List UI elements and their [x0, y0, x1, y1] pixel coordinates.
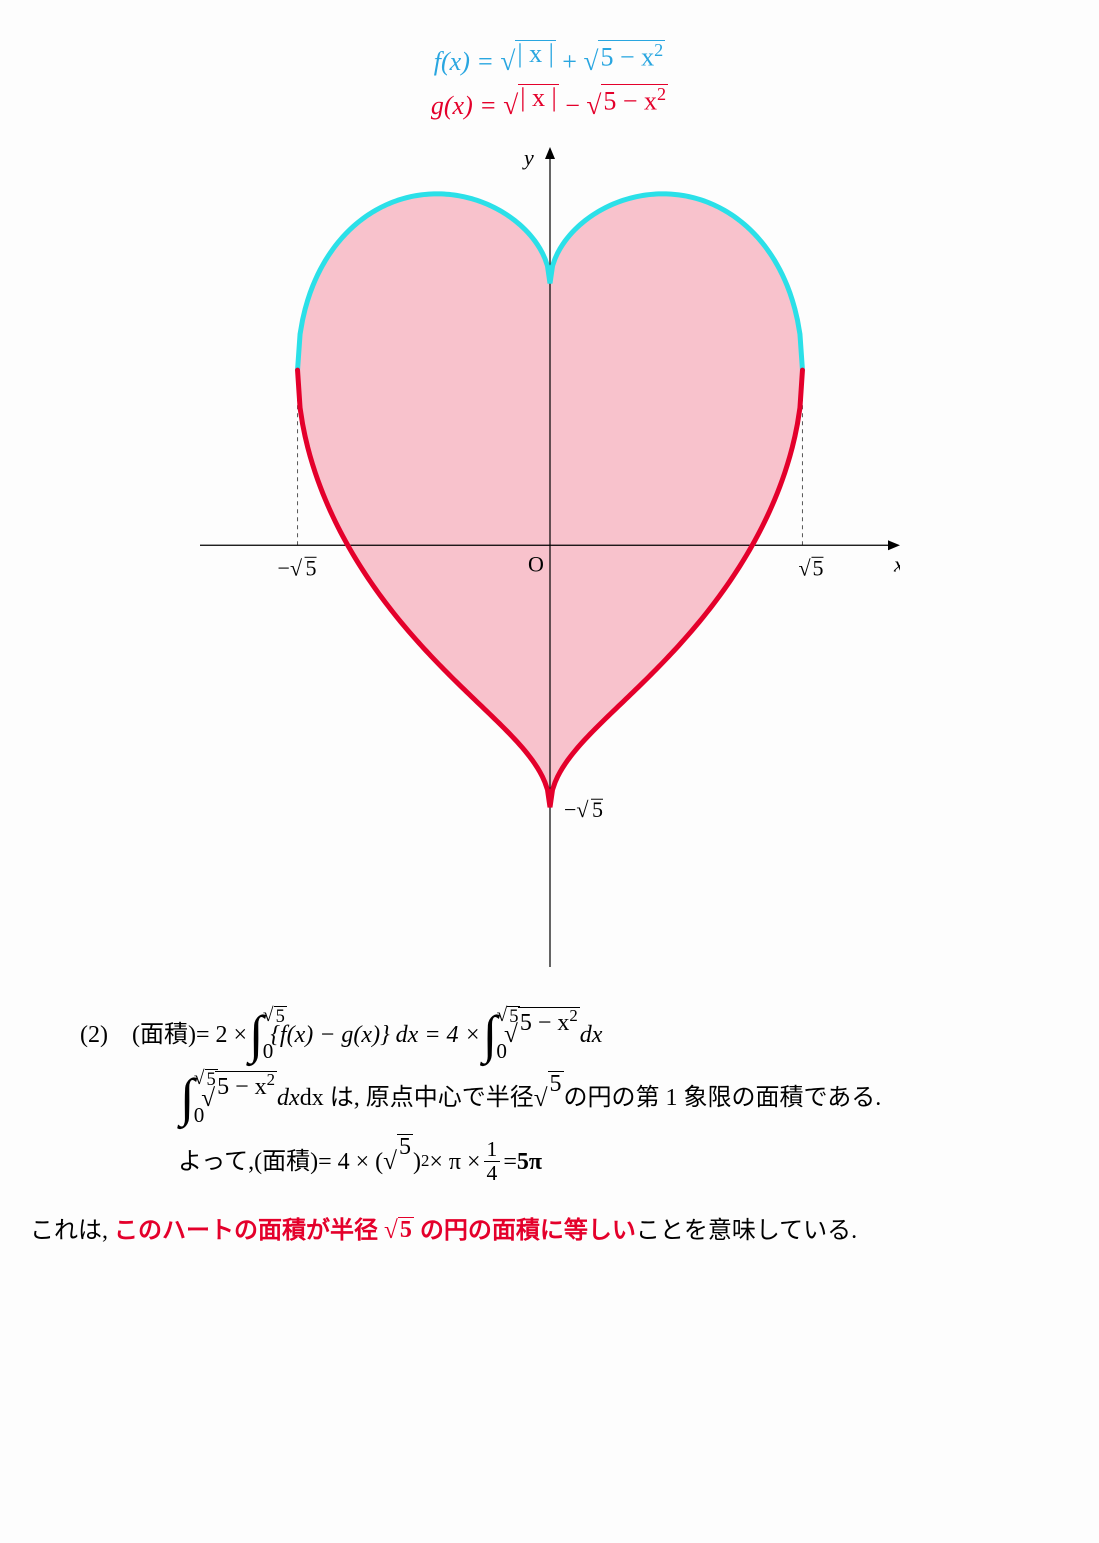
solution-line-2: ∫√50 √5 − x2 dx dx は, 原点中心で半径√5 の円の第 1 象…	[178, 1071, 1069, 1126]
tick-pos-sqrt5: √5	[798, 556, 823, 581]
heart-chart-container: Oxy−√5√5−√5	[30, 147, 1069, 967]
svg-text:√: √	[798, 556, 811, 581]
solution-line-1: (2) (面積) = 2 × ∫√50 {f(x) − g(x)} dx = 4…	[80, 1007, 1069, 1062]
tick-neg-sqrt5: −√5	[277, 556, 316, 581]
x-axis-arrow	[888, 541, 900, 551]
equation-header: f(x) = √| x | + √5 − x2 g(x) = √| x | − …	[30, 40, 1069, 127]
svg-text:5: 5	[305, 556, 316, 581]
svg-text:5: 5	[592, 798, 603, 823]
solution-block: (2) (面積) = 2 × ∫√50 {f(x) − g(x)} dx = 4…	[80, 1007, 1069, 1189]
y-axis-arrow	[545, 147, 555, 159]
origin-label: O	[528, 552, 544, 577]
equation-f: f(x) = √| x | + √5 − x2	[30, 40, 1069, 84]
svg-text:−√: −√	[564, 798, 589, 823]
svg-text:−√: −√	[277, 556, 302, 581]
tick-neg-y-sqrt5: −√5	[564, 798, 603, 823]
heart-chart: Oxy−√5√5−√5	[200, 147, 900, 967]
solution-line-3: よって, (面積) = 4 × (√5)2 × π × 14 = 5π	[178, 1134, 1069, 1189]
conclusion-line: これは, このハートの面積が半径 √5 の円の面積に等しいことを意味している.	[30, 1210, 1069, 1245]
equation-g: g(x) = √| x | − √5 − x2	[30, 84, 1069, 128]
x-axis-label: x	[893, 552, 900, 577]
y-axis-label: y	[522, 147, 534, 170]
svg-text:5: 5	[812, 556, 823, 581]
